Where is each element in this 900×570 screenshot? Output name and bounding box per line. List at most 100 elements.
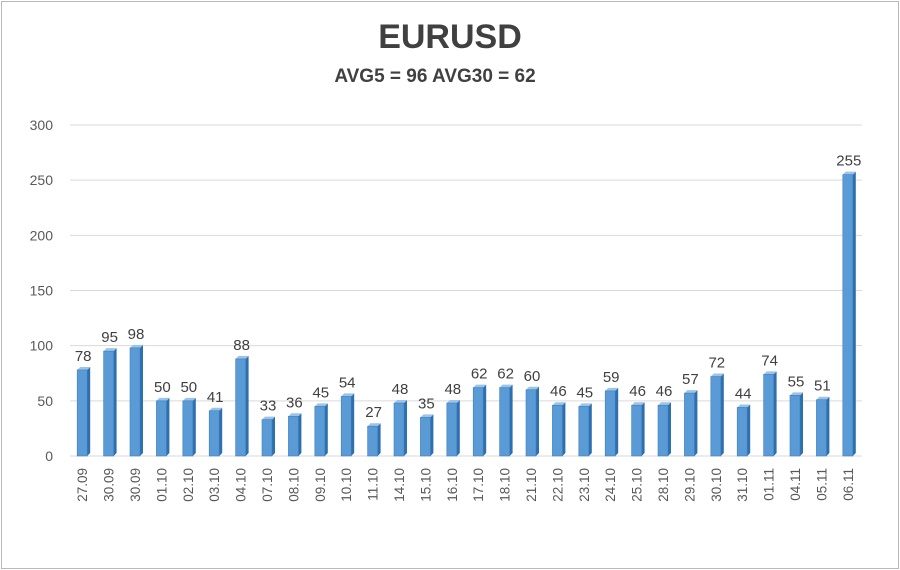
x-tick-label: 28.10 xyxy=(656,468,671,502)
bar xyxy=(261,416,275,457)
data-label: 46 xyxy=(550,383,567,400)
y-tick-label: 300 xyxy=(30,117,54,133)
x-tick-label: 01.11 xyxy=(762,468,777,501)
data-label: 41 xyxy=(207,389,224,406)
x-tick-label: 21.10 xyxy=(524,468,539,502)
y-tick-label: 50 xyxy=(37,393,53,409)
bar xyxy=(631,402,645,457)
bar xyxy=(156,397,170,457)
x-tick-label: 02.10 xyxy=(181,468,196,502)
bar xyxy=(789,392,803,457)
bars xyxy=(76,171,856,457)
data-label: 74 xyxy=(761,352,778,369)
data-label: 57 xyxy=(682,371,699,388)
bar xyxy=(367,423,381,457)
chart-subtitle: AVG5 = 96 AVG30 = 62 xyxy=(334,66,536,87)
bar xyxy=(710,373,724,457)
x-tick-label: 27.09 xyxy=(75,468,90,502)
x-tick-label: 23.10 xyxy=(577,468,592,502)
data-label: 46 xyxy=(629,383,646,400)
bar xyxy=(420,414,434,457)
bar xyxy=(552,402,566,457)
bar xyxy=(736,404,751,457)
data-label: 62 xyxy=(471,366,488,383)
data-label: 44 xyxy=(735,385,752,402)
data-label: 62 xyxy=(497,366,514,383)
bar xyxy=(288,413,302,457)
bar xyxy=(182,397,196,457)
bar xyxy=(525,386,539,457)
x-tick-label: 06.11 xyxy=(841,468,856,501)
data-label: 36 xyxy=(286,394,303,411)
x-tick-label: 29.10 xyxy=(682,468,697,502)
y-tick-label: 100 xyxy=(30,338,54,354)
bar xyxy=(103,348,117,457)
x-tick-label: 10.10 xyxy=(339,468,354,502)
data-label: 88 xyxy=(233,337,250,354)
x-tick-label: 24.10 xyxy=(603,468,618,502)
bar xyxy=(472,384,487,457)
bar xyxy=(235,355,249,457)
x-tick-label: 15.10 xyxy=(418,468,433,502)
x-tick-label: 03.10 xyxy=(207,468,222,502)
x-tick-label: 30.09 xyxy=(102,468,117,502)
x-tick-label: 30.10 xyxy=(709,468,724,502)
bar xyxy=(340,393,355,457)
data-label: 72 xyxy=(708,355,725,372)
bar xyxy=(499,384,513,457)
y-tick-label: 150 xyxy=(30,283,54,299)
y-tick-label: 200 xyxy=(30,227,54,243)
x-tick-label: 04.11 xyxy=(788,468,803,501)
x-tick-label: 18.10 xyxy=(498,468,513,502)
bar xyxy=(393,400,407,457)
data-label: 27 xyxy=(365,404,382,421)
x-tick-label: 30.09 xyxy=(128,468,143,502)
bar xyxy=(314,403,328,457)
chart-title: EURUSD xyxy=(378,18,522,56)
data-label: 48 xyxy=(444,381,461,398)
bar xyxy=(446,400,460,457)
data-label: 59 xyxy=(603,369,620,386)
y-tick-label: 250 xyxy=(30,172,54,188)
data-label: 48 xyxy=(392,381,409,398)
y-axis-ticks: 0 50 100 150 200 250 300 xyxy=(30,117,54,464)
x-tick-label: 14.10 xyxy=(392,468,407,502)
data-label: 95 xyxy=(101,329,118,346)
data-label: 45 xyxy=(312,384,329,401)
x-tick-label: 11.10 xyxy=(366,468,381,501)
x-tick-label: 04.10 xyxy=(234,468,249,502)
data-label: 35 xyxy=(418,395,435,412)
bar xyxy=(76,366,91,457)
grid-lines xyxy=(70,124,862,457)
y-tick-label: 0 xyxy=(45,448,53,464)
data-labels: 78 95 98 50 50 41 88 33 36 45 54 27 48 35 48 62 62 60 46 45… xyxy=(75,153,861,422)
data-label: 51 xyxy=(814,378,831,395)
bar xyxy=(684,390,698,457)
data-label: 46 xyxy=(656,383,673,400)
bar xyxy=(657,402,671,457)
bar xyxy=(816,396,830,457)
bar xyxy=(604,387,619,457)
x-tick-label: 25.10 xyxy=(630,468,645,502)
x-tick-label: 16.10 xyxy=(445,468,460,502)
x-tick-label: 09.10 xyxy=(313,468,328,502)
bar xyxy=(763,371,777,457)
x-axis-ticks: 27.09 30.09 30.09 01.10 02.10 03.10 04.10 07.10… xyxy=(75,468,856,502)
data-label: 78 xyxy=(75,348,92,365)
x-tick-label: 08.10 xyxy=(286,468,301,502)
data-label: 60 xyxy=(524,368,541,385)
bar xyxy=(208,407,223,457)
data-label: 50 xyxy=(180,379,197,396)
x-tick-label: 31.10 xyxy=(735,468,750,502)
data-label: 54 xyxy=(339,374,356,391)
x-tick-label: 01.10 xyxy=(154,468,169,502)
bar xyxy=(129,344,143,457)
x-tick-label: 05.11 xyxy=(814,468,829,501)
x-tick-label: 17.10 xyxy=(471,468,486,502)
data-label: 255 xyxy=(836,153,861,170)
bar xyxy=(842,171,856,457)
data-label: 50 xyxy=(154,379,171,396)
x-tick-label: 22.10 xyxy=(550,468,565,502)
